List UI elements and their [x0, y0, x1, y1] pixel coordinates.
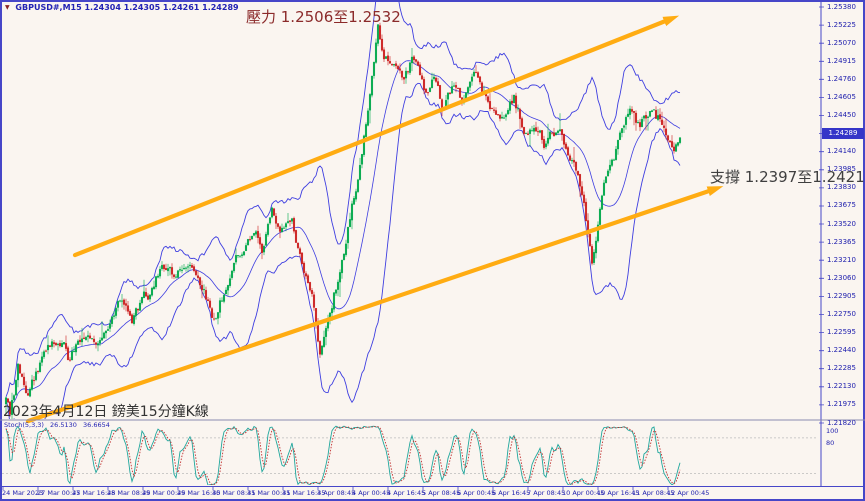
time-axis-label: 11 Apr 08:45 — [632, 489, 675, 497]
time-axis-label: 6 Apr 00:45 — [457, 489, 496, 497]
stoch-scale-label: 100 — [826, 427, 839, 435]
trend-channel-lines[interactable] — [25, 15, 724, 424]
price-axis-label: 1.23520 — [827, 219, 856, 228]
stoch-indicator-label: Stoch(5,3,3) 26.5130 36.6654 — [4, 421, 114, 429]
price-axis-label: 1.25070 — [827, 38, 856, 47]
time-axis-label: 29 Mar 00:45 — [142, 489, 186, 497]
price-axis-label: 1.22905 — [827, 291, 856, 300]
price-axis-label: 1.22440 — [827, 346, 856, 355]
price-axis-label: 1.22595 — [827, 328, 856, 337]
price-axis-label: 1.23365 — [827, 237, 856, 246]
price-axis-label: 1.23210 — [827, 255, 856, 264]
price-axis-label: 1.25225 — [827, 20, 856, 29]
time-axis-label: 30 Mar 08:45 — [212, 489, 256, 497]
time-axis-label: 4 Apr 00:45 — [352, 489, 391, 497]
time-axis-label: 10 Apr 16:45 — [597, 489, 640, 497]
time-axis-label: 7 Apr 08:45 — [527, 489, 566, 497]
symbol-ohlc-text: GBPUSD#,M15 1.24304 1.24305 1.24261 1.24… — [15, 3, 239, 12]
time-axis-label: 24 Mar 2023 — [2, 489, 44, 497]
price-axis-label: 1.25380 — [827, 2, 856, 11]
price-axis-label: 1.21820 — [827, 418, 856, 427]
price-axis-label: 1.23060 — [827, 273, 856, 282]
price-axis-label: 1.24915 — [827, 56, 856, 65]
price-axis-label: 1.22130 — [827, 382, 856, 391]
chart-marker-icon: ▼ — [5, 4, 10, 11]
price-axis-label: 1.22750 — [827, 309, 856, 318]
resistance-annotation: 壓力 1.2506至1.2532 — [246, 8, 401, 26]
time-axis-label: 10 Apr 00:45 — [562, 489, 605, 497]
stoch-d-value: 36.6654 — [83, 421, 110, 429]
price-axis-label: 1.23675 — [827, 201, 856, 210]
support-annotation: 支撐 1.2397至1.2421 — [710, 168, 865, 186]
price-axis-label: 1.21975 — [827, 400, 856, 409]
date-note-annotation: 2023年4月12日 鎊美15分鐘K線 — [3, 404, 209, 420]
stoch-scale-label: 80 — [826, 438, 835, 447]
price-axis-label: 1.24450 — [827, 111, 856, 120]
time-axis-label: 31 Mar 16:45 — [282, 489, 326, 497]
price-axis-label: 1.24605 — [827, 92, 856, 101]
time-axis-label: 29 Mar 16:45 — [177, 489, 221, 497]
price-axis-label: 1.23985 — [827, 165, 856, 174]
time-axis-label: 3 Apr 08:45 — [317, 489, 356, 497]
stoch-level-gridlines — [2, 437, 818, 475]
symbol-title: ▼ GBPUSD#,M15 1.24304 1.24305 1.24261 1.… — [5, 3, 239, 12]
candlesticks — [5, 22, 681, 419]
time-axis-label: 31 Mar 00:45 — [247, 489, 291, 497]
price-axis-label: 1.24760 — [827, 74, 856, 83]
price-axis-label: 1.24140 — [827, 147, 856, 156]
time-axis-label: 6 Apr 16:45 — [492, 489, 531, 497]
time-axis-label: 4 Apr 16:45 — [387, 489, 426, 497]
time-axis-label: 27 Mar 00:45 — [37, 489, 81, 497]
price-axis-label: 1.22285 — [827, 364, 856, 373]
stochastic-lines — [5, 425, 681, 485]
current-price-badge: 1.24289 — [822, 128, 864, 139]
bollinger-bands — [5, 2, 681, 419]
stoch-k-value: 26.5130 — [50, 421, 77, 429]
price-axis-label: 1.23830 — [827, 183, 856, 192]
time-axis-label: 27 Mar 16:45 — [72, 489, 116, 497]
time-axis-label: 28 Mar 08:45 — [107, 489, 151, 497]
stoch-name: Stoch(5,3,3) — [4, 421, 44, 429]
time-axis-label: 12 Apr 00:45 — [667, 489, 710, 497]
time-axis-label: 5 Apr 08:45 — [422, 489, 461, 497]
